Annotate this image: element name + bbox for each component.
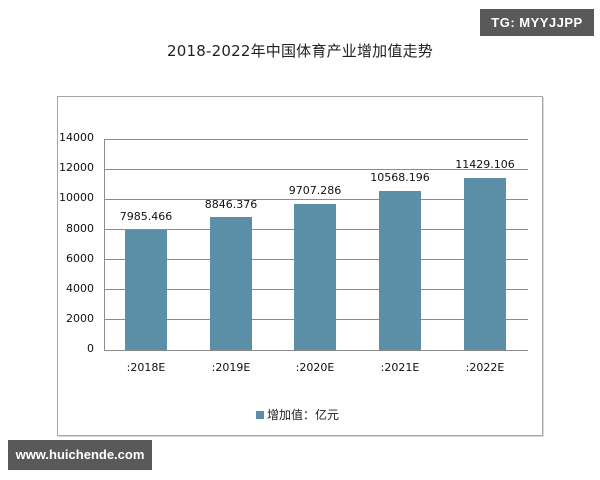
data-label: 9707.286 bbox=[288, 184, 342, 197]
x-label: :2019E bbox=[211, 361, 251, 374]
gridline bbox=[105, 139, 528, 140]
watermark-url: www.huichende.com bbox=[8, 440, 152, 470]
data-label: 8846.376 bbox=[204, 198, 258, 211]
data-label: 10568.196 bbox=[370, 171, 430, 184]
bar-2022 bbox=[464, 178, 506, 350]
y-tick: 0 bbox=[87, 342, 94, 355]
y-tick: 14000 bbox=[59, 131, 94, 144]
data-label: 7985.466 bbox=[119, 210, 173, 223]
y-tick: 4000 bbox=[66, 282, 94, 295]
chart-title: 2018-2022年中国体育产业增加值走势 bbox=[167, 42, 433, 60]
x-label: :2020E bbox=[295, 361, 335, 374]
legend: 增加值：亿元 bbox=[256, 406, 339, 423]
legend-swatch-icon bbox=[256, 410, 264, 419]
bar-2020 bbox=[294, 204, 336, 350]
gridline bbox=[105, 199, 528, 200]
bar-2019 bbox=[210, 217, 252, 350]
legend-label: 增加值：亿元 bbox=[267, 408, 340, 422]
x-label: :2018E bbox=[126, 361, 166, 374]
y-tick: 6000 bbox=[66, 252, 94, 265]
bar-2021 bbox=[379, 191, 421, 350]
data-label: 11429.106 bbox=[455, 158, 515, 171]
x-label: :2021E bbox=[380, 361, 420, 374]
y-tick: 10000 bbox=[59, 191, 94, 204]
bar-2018 bbox=[125, 230, 167, 350]
gridline bbox=[105, 169, 528, 170]
x-label: :2022E bbox=[465, 361, 505, 374]
y-tick: 12000 bbox=[59, 161, 94, 174]
y-tick: 8000 bbox=[66, 222, 94, 235]
y-tick: 2000 bbox=[66, 312, 94, 325]
watermark-tg: TG: MYYJJPP bbox=[480, 9, 594, 36]
